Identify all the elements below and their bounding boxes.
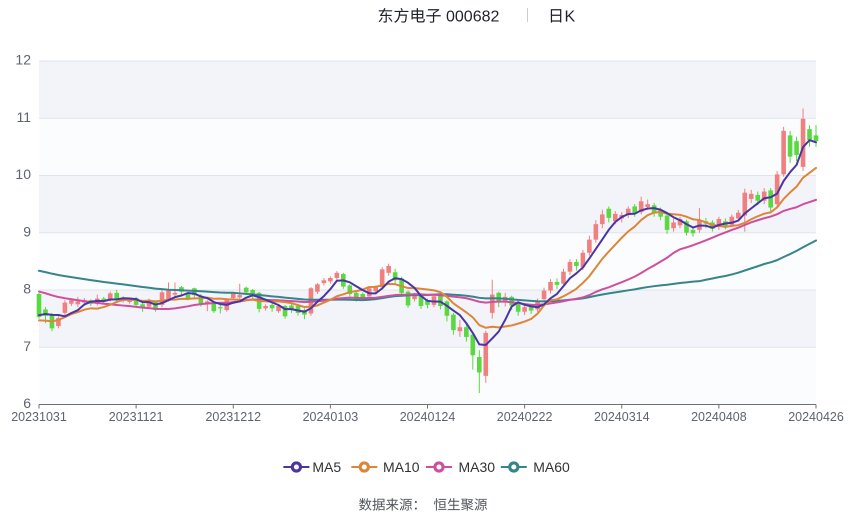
svg-text:12: 12 <box>15 52 31 68</box>
svg-text:10: 10 <box>15 166 31 182</box>
svg-text:MA5: MA5 <box>312 459 341 475</box>
svg-text:20231121: 20231121 <box>109 410 164 424</box>
svg-text:20240103: 20240103 <box>303 410 359 424</box>
svg-text:20240426: 20240426 <box>788 410 844 424</box>
svg-text:20231031: 20231031 <box>11 410 67 424</box>
svg-text:20240222: 20240222 <box>497 410 553 424</box>
svg-text:20240314: 20240314 <box>594 410 650 424</box>
svg-text:7: 7 <box>23 338 31 354</box>
svg-text:MA30: MA30 <box>459 459 496 475</box>
svg-text:8: 8 <box>23 281 31 297</box>
svg-text:6: 6 <box>23 395 31 411</box>
svg-text:9: 9 <box>23 223 31 239</box>
svg-text:K: K <box>565 9 576 26</box>
svg-text:MA60: MA60 <box>533 459 570 475</box>
svg-text:20240408: 20240408 <box>691 410 747 424</box>
svg-text:MA10: MA10 <box>383 459 420 475</box>
svg-text:20240124: 20240124 <box>400 410 456 424</box>
svg-text:20231212: 20231212 <box>205 410 261 424</box>
svg-text:11: 11 <box>16 109 31 125</box>
svg-text:000682: 000682 <box>446 9 499 26</box>
